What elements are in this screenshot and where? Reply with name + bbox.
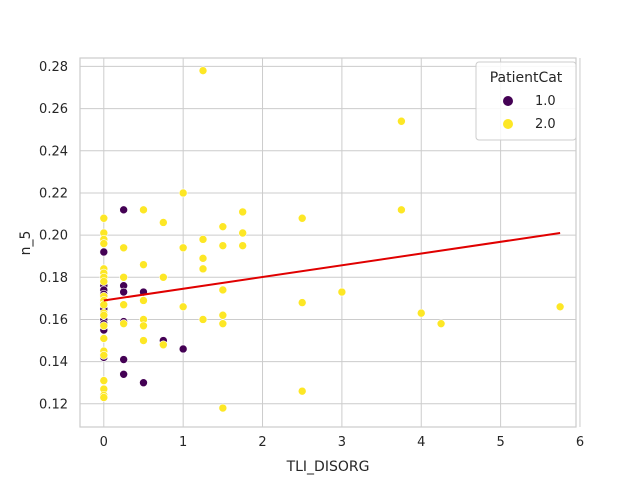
legend-title: PatientCat <box>490 70 563 86</box>
x-tick-label: 5 <box>496 435 504 450</box>
x-tick-label: 4 <box>417 435 425 450</box>
data-point-series-2 <box>139 205 148 215</box>
data-point-series-2 <box>99 351 109 360</box>
data-point-series-2 <box>238 207 247 217</box>
data-point-series-2 <box>218 285 228 295</box>
data-point-series-2 <box>436 319 446 328</box>
plot-frame <box>79 57 577 428</box>
data-point-series-2 <box>416 308 426 318</box>
data-point-series-2 <box>218 319 228 328</box>
data-point-series-2 <box>297 213 307 223</box>
data-point-series-2 <box>119 319 128 328</box>
data-point-series-2 <box>139 336 148 345</box>
y-tick-label: 0.24 <box>39 144 68 159</box>
data-point-series-2 <box>178 302 188 312</box>
data-point-series-1 <box>139 378 148 388</box>
x-tick-label: 0 <box>100 435 108 450</box>
x-tick-label: 1 <box>179 435 187 450</box>
data-point-series-2 <box>178 243 188 253</box>
data-point-series-1 <box>178 344 188 354</box>
trendline-layer <box>103 232 561 302</box>
data-point-series-2 <box>99 213 109 223</box>
data-point-series-2 <box>99 310 109 320</box>
data-point-series-2 <box>159 218 168 227</box>
data-point-series-2 <box>337 287 347 297</box>
data-point-series-1 <box>119 355 128 364</box>
data-point-series-1 <box>99 247 109 257</box>
data-point-series-2 <box>99 239 109 248</box>
legend-label-1: 1.0 <box>535 94 556 109</box>
data-point-series-2 <box>198 235 208 244</box>
data-point-series-2 <box>397 205 406 215</box>
data-point-series-2 <box>238 228 247 238</box>
data-point-series-2 <box>139 296 148 305</box>
data-points <box>99 66 565 413</box>
legend-box <box>475 61 577 141</box>
x-axis-label: TLI_DISORG <box>286 459 370 475</box>
data-point-series-2 <box>99 334 109 343</box>
data-point-series-2 <box>159 272 168 282</box>
x-tick-label: 2 <box>258 435 266 450</box>
data-point-series-2 <box>119 272 128 282</box>
y-tick-label: 0.18 <box>39 271 68 286</box>
data-point-series-2 <box>297 298 307 307</box>
y-tick-label: 0.26 <box>39 102 68 117</box>
plot-border <box>79 57 577 428</box>
y-tick-label: 0.16 <box>39 313 68 328</box>
y-tick-label: 0.22 <box>39 186 68 201</box>
data-point-series-2 <box>139 321 148 331</box>
data-point-series-2 <box>198 315 208 324</box>
data-point-series-2 <box>99 376 109 385</box>
data-point-series-2 <box>218 241 228 250</box>
data-point-series-2 <box>218 310 228 320</box>
y-tick-label: 0.12 <box>39 397 68 412</box>
data-point-series-1 <box>119 287 128 297</box>
data-point-series-2 <box>218 403 228 413</box>
data-point-series-1 <box>119 205 128 215</box>
y-tick-label: 0.20 <box>39 229 68 244</box>
data-point-series-2 <box>119 243 128 253</box>
data-point-series-2 <box>198 264 208 274</box>
data-point-series-2 <box>198 66 208 75</box>
x-tick-label: 3 <box>338 435 346 450</box>
trend-line <box>103 232 561 302</box>
data-point-series-2 <box>238 241 247 250</box>
data-point-series-1 <box>119 369 128 379</box>
y-tick-label: 0.14 <box>39 355 68 370</box>
legend-marker-2 <box>503 119 513 129</box>
legend: PatientCat 1.0 2.0 <box>475 61 577 141</box>
data-point-series-2 <box>99 300 109 310</box>
data-point-series-2 <box>99 277 109 286</box>
data-point-series-2 <box>297 386 307 396</box>
tick-labels: 0 1 2 3 4 5 6 0.12 0.14 0.16 0.18 0.20 0.22 0.24 0.26 0… <box>39 60 584 450</box>
y-axis-label: n_5 <box>18 231 34 256</box>
legend-marker-1 <box>503 96 513 106</box>
x-tick-label: 6 <box>576 435 584 450</box>
data-point-series-2 <box>139 260 148 269</box>
data-point-series-2 <box>99 321 109 331</box>
data-point-series-2 <box>397 116 406 126</box>
data-point-series-2 <box>555 302 565 312</box>
data-point-series-2 <box>159 340 168 350</box>
data-point-series-2 <box>178 188 188 198</box>
data-point-series-2 <box>218 222 228 231</box>
legend-label-2: 2.0 <box>535 117 556 132</box>
data-point-series-2 <box>99 393 109 402</box>
data-point-series-2 <box>119 300 128 310</box>
data-point-series-2 <box>198 254 208 263</box>
y-tick-label: 0.28 <box>39 60 68 75</box>
